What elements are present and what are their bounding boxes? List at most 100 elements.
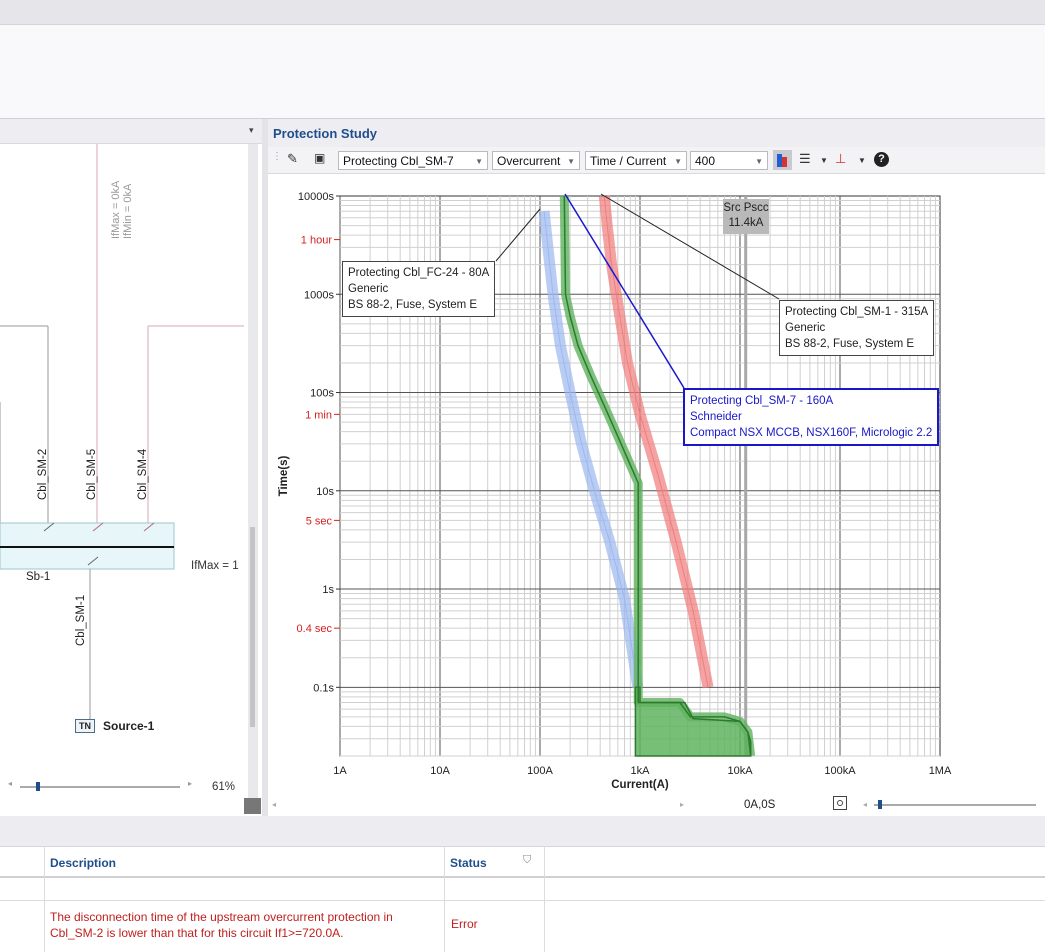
ifmax-zero-label: IfMax = 0kA [110, 180, 122, 239]
schematic-corner [244, 798, 261, 814]
callout-sm7-line-1: Protecting Cbl_SM-7 - 160A [690, 395, 834, 407]
x-tick-label: 1A [333, 765, 347, 777]
time-mark-label: 1 hour [301, 235, 333, 247]
y-tick-label: 1000s [304, 289, 334, 301]
y-tick-label: 1s [322, 584, 334, 596]
chart-hscroll-right[interactable]: ▸ [680, 800, 685, 809]
col-sep-3 [544, 846, 545, 952]
busbar-label[interactable]: Sb-1 [26, 571, 51, 583]
series-edge-2 [563, 195, 752, 757]
leader-sm7 [564, 193, 685, 389]
cursor-readout: 0A,0S [744, 799, 776, 811]
schematic-vscroll[interactable] [248, 144, 258, 804]
curve-type-select[interactable]: Time / Current ▼ [585, 151, 687, 170]
ifmin-zero-label: IfMin = 0kA [122, 183, 134, 239]
circuit-label-cbl-sm-2[interactable]: Cbl_SM-2 [37, 448, 49, 500]
leader-sm1 [600, 193, 780, 300]
col-sep-2 [444, 846, 445, 952]
cursor-dropdown-icon[interactable]: ▼ [858, 156, 866, 165]
callout-fc24-line-1: Protecting Cbl_FC-24 - 80A [348, 267, 490, 279]
time-mark-label: 5 sec [306, 515, 333, 527]
pscc-label: Src Pscc [723, 202, 769, 214]
schematic-canvas [0, 144, 244, 719]
ribbon-area [0, 25, 1045, 119]
color-icon[interactable] [773, 150, 792, 170]
source-pscc-marker[interactable]: Src Pscc 11.4kA [723, 199, 769, 234]
mode-select[interactable]: Overcurrent ▼ [492, 151, 580, 170]
schematic-pane[interactable]: IfMax = 0kA IfMin = 0kA Cbl_SM-2 Cbl_SM-… [0, 119, 262, 816]
callout-sm7[interactable]: Protecting Cbl_SM-7 - 160A Schneider Com… [683, 388, 940, 446]
results-toolbar [0, 816, 1045, 847]
x-tick-label: 100A [527, 765, 553, 777]
help-icon[interactable]: ? [874, 152, 889, 167]
circuit-label-cbl-sm-5[interactable]: Cbl_SM-5 [86, 448, 98, 500]
series-edge-1 [603, 195, 709, 688]
callout-sm7-line-2: Schneider [690, 411, 742, 423]
y-tick-label: 10000s [298, 191, 335, 203]
fit-view-icon[interactable] [833, 796, 847, 810]
pscc-value: 11.4kA [728, 217, 764, 229]
x-axis-title: Current(A) [611, 779, 669, 791]
callout-sm1-line-2: Generic [785, 322, 826, 334]
x-tick-label: 1MA [929, 765, 952, 777]
status-column-header[interactable]: Status [450, 856, 487, 870]
pencil-icon[interactable]: ✎ [287, 151, 298, 166]
callout-sm1-line-1: Protecting Cbl_SM-1 - 315A [785, 306, 929, 318]
x-tick-label: 10kA [727, 765, 753, 777]
fault-current-labels: IfMax = 0kA IfMin = 0kA [110, 181, 134, 239]
y-tick-label: 10s [316, 486, 334, 498]
x-tick-label: 1kA [631, 765, 651, 777]
callout-fc24-line-2: Generic [348, 283, 389, 295]
schematic-vscroll-thumb[interactable] [250, 527, 255, 727]
toolbar-grip-icon: ⋮ [272, 151, 282, 162]
schematic-header [0, 119, 262, 144]
col-sep-1 [44, 846, 45, 952]
zoom-level: 61% [212, 781, 236, 793]
callout-fc24[interactable]: Protecting Cbl_FC-24 - 80A Generic BS 88… [342, 261, 496, 317]
settings-dropdown-icon[interactable]: ▼ [820, 156, 828, 165]
chart-zoom-thumb[interactable] [878, 800, 882, 809]
row-divider [0, 900, 1045, 901]
callout-sm1-line-3: BS 88-2, Fuse, System E [785, 338, 915, 350]
series-edge-0 [543, 211, 639, 688]
source-type-tag: TN [75, 719, 95, 733]
chart-curves [495, 193, 780, 757]
chart-zoom-track[interactable] [874, 804, 1036, 806]
pane-splitter[interactable] [262, 119, 268, 816]
zoom-thumb[interactable] [36, 782, 40, 791]
pane-menu-icon[interactable]: ▾ [249, 125, 254, 135]
camera-icon[interactable]: ▣ [314, 151, 326, 165]
callout-fc24-line-3: BS 88-2, Fuse, System E [348, 299, 478, 311]
feeder-label[interactable]: Cbl_SM-1 [75, 594, 87, 646]
cursor-icon[interactable]: ⊥ [835, 151, 847, 166]
protecting-select[interactable]: Protecting Cbl_SM-7 ▼ [338, 151, 488, 170]
filter-icon[interactable]: ⛉ [523, 854, 532, 866]
result-row-status[interactable]: Error [451, 917, 478, 931]
source-label[interactable]: Source-1 [103, 719, 155, 733]
protection-study-header [268, 119, 1045, 147]
chart-axes: 1A 10A 100A 1kA 10kA 100kA 1MA 10000s 1000s 100s 1… [278, 191, 952, 791]
chart-hscroll-left[interactable]: ◂ [272, 800, 277, 809]
y-tick-label: 0.1s [313, 682, 334, 694]
description-column-header[interactable]: Description [50, 856, 117, 870]
zoom-left-arrow[interactable]: ◂ [8, 779, 13, 788]
value-select[interactable]: 400 ▼ [690, 151, 768, 170]
callout-sm7-line-3: Compact NSX MCCB, NSX160F, Micrologic 2.… [690, 427, 933, 439]
y-tick-label: 100s [310, 388, 334, 400]
panel-title: Protection Study [273, 126, 378, 141]
header-divider [0, 876, 1045, 878]
chart-zoom-left[interactable]: ◂ [863, 800, 868, 809]
zoom-track[interactable] [20, 786, 180, 788]
circuit-label-cbl-sm-4[interactable]: Cbl_SM-4 [137, 448, 149, 500]
leader-fc24 [495, 208, 541, 262]
title-strip [0, 0, 1045, 25]
time-mark-label: 1 min [305, 409, 332, 421]
time-mark-label: 0.4 sec [297, 623, 333, 635]
callout-sm1[interactable]: Protecting Cbl_SM-1 - 315A Generic BS 88… [779, 300, 935, 356]
result-row-description[interactable]: The disconnection time of the upstream o… [50, 910, 393, 940]
zoom-right-arrow[interactable]: ▸ [188, 779, 193, 788]
settings-icon[interactable]: ☰ [799, 151, 811, 166]
y-axis-title: Time(s) [278, 455, 290, 496]
busbar-ifmax-label: IfMax = 1 [191, 560, 239, 572]
x-tick-label: 10A [430, 765, 450, 777]
